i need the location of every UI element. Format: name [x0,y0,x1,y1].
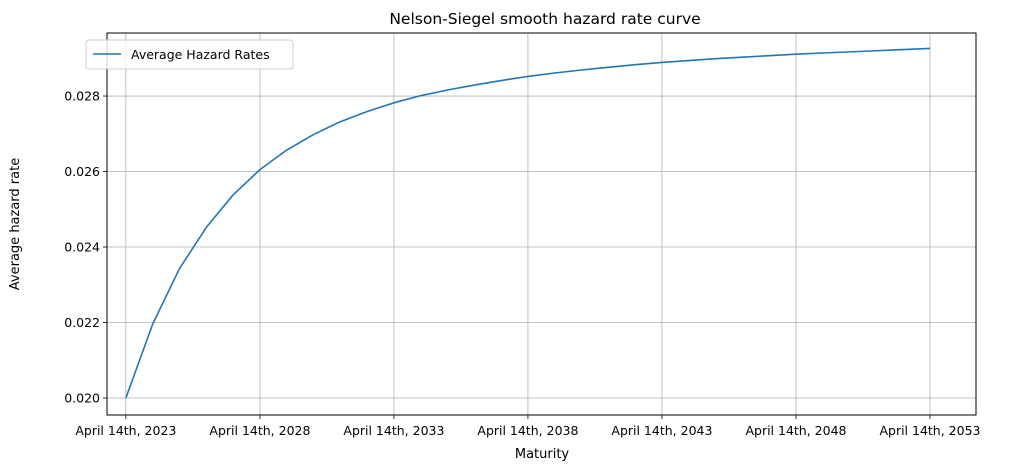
legend-frame [85,39,294,70]
series-layer [125,47,931,399]
x-tick-label: April 14th, 2038 [477,423,578,438]
tick-marks [103,95,931,419]
legend-series-label: Average Hazard Rates [131,47,270,62]
grid-lines [107,33,976,415]
legend: Average Hazard Rates [85,39,294,70]
y-tick-label: 0.024 [64,240,100,255]
plot-area-frame [106,32,977,416]
x-axis-label: Maturity [515,447,570,462]
y-tick-label: 0.020 [64,391,100,406]
y-axis-label: Average hazard rate [8,158,23,290]
series-line-average-hazard-rates [125,47,931,399]
y-tick-label: 0.028 [64,89,100,104]
x-tick-label: April 14th, 2053 [879,423,980,438]
y-tick-label: 0.026 [64,164,100,179]
y-tick-label: 0.022 [64,315,100,330]
y-axis-tick-labels: 0.020 0.022 0.024 0.026 0.028 [64,89,100,406]
x-tick-label: April 14th, 2043 [611,423,712,438]
x-axis-tick-labels: April 14th, 2023 April 14th, 2028 April 14… [75,423,980,438]
x-tick-label: April 14th, 2048 [745,423,846,438]
x-tick-label: April 14th, 2023 [75,423,176,438]
x-tick-label: April 14th, 2028 [209,423,310,438]
x-tick-label: April 14th, 2033 [343,423,444,438]
chart-title: Nelson-Siegel smooth hazard rate curve [389,10,700,28]
